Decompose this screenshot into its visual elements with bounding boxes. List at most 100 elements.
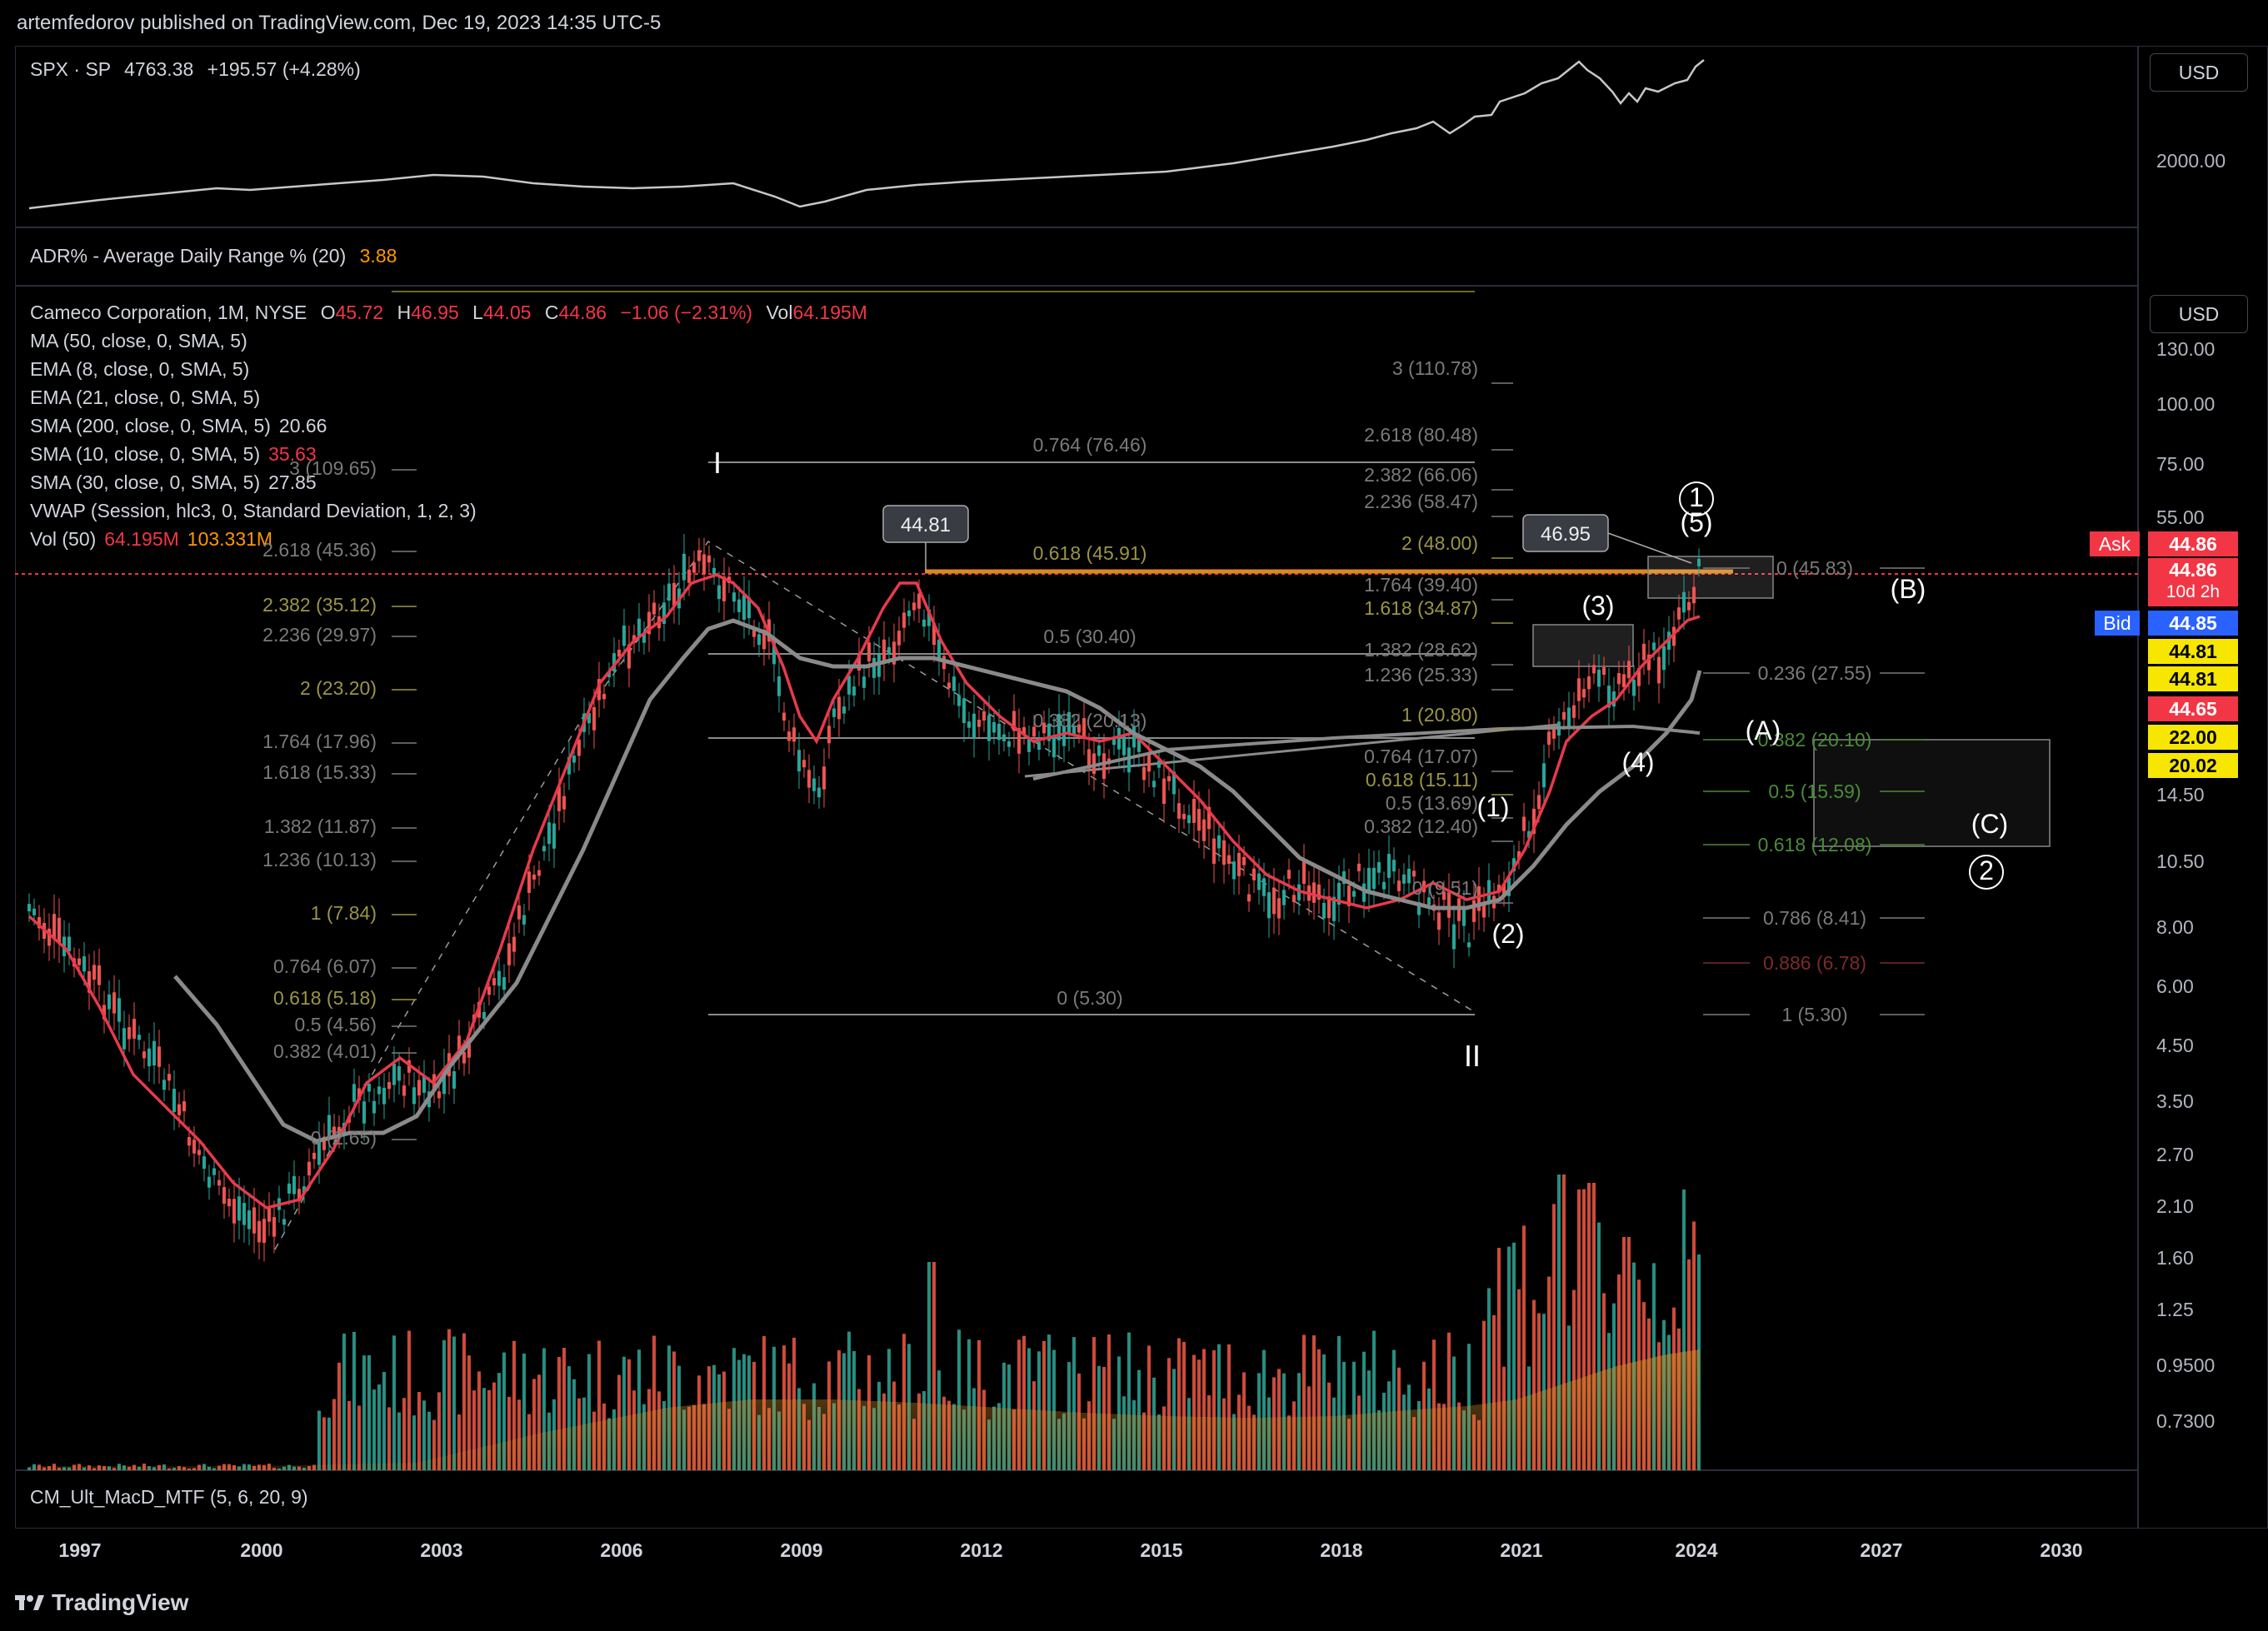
indicator-6[interactable]: VWAP (Session, hlc3, 0, Standard Deviati… [30, 500, 477, 522]
fib-right-label: 0.5 (13.69) [1386, 792, 1478, 814]
candle-body [382, 1087, 386, 1105]
volume-bar [1627, 1237, 1631, 1470]
indicator-3[interactable]: SMA (200, close, 0, SMA, 5) 20.66 [30, 415, 327, 437]
candle-body [1337, 882, 1341, 905]
candle-body [522, 915, 526, 925]
volume-bar [502, 1352, 506, 1470]
indicator-0[interactable]: MA (50, close, 0, SMA, 5) [30, 330, 247, 352]
spx-price-axis[interactable]: 2000.00 [2138, 46, 2263, 227]
volume-bar [1487, 1288, 1491, 1470]
indicator-2[interactable]: EMA (21, close, 0, SMA, 5) [30, 387, 260, 409]
spx-symbol[interactable]: SPX · SP [30, 58, 111, 80]
callout-46-95[interactable]: 46.95 [1522, 514, 1692, 564]
candle-body [672, 582, 676, 606]
volume-bar [967, 1339, 971, 1470]
price-tag: 44.86 10d 2h [2148, 558, 2238, 606]
candle-body [1102, 753, 1106, 780]
indicator-1[interactable]: EMA (8, close, 0, SMA, 5) [30, 358, 249, 381]
candle-body [682, 553, 686, 581]
volume-bar [1107, 1334, 1111, 1470]
candle-body [882, 639, 886, 663]
volume-bar [1587, 1183, 1591, 1470]
candle-body [67, 936, 71, 952]
candle-body [782, 712, 786, 721]
fib-left-label: 0.618 (5.18) [273, 987, 377, 1009]
candle-body [362, 1101, 366, 1124]
candle-body [777, 676, 781, 696]
wave-labels: III(1)(2)(3)(4)(5)(A)(B)(C)12 [713, 446, 2008, 1073]
candle-body [1397, 880, 1401, 891]
fib-mid-label: 0.5 (30.40) [1043, 626, 1136, 647]
spx-currency-button[interactable]: USD [2150, 53, 2248, 92]
adr-label[interactable]: ADR% - Average Daily Range % (20) [30, 245, 347, 267]
candle-body [1377, 861, 1381, 873]
candle-body [572, 756, 576, 763]
volume-bar [957, 1329, 961, 1470]
price-axis-label: 2.10 [2156, 1195, 2194, 1217]
fib-left-label: 2 (23.20) [300, 677, 377, 699]
price-tag-value: 44.85 [2148, 611, 2238, 636]
candle-body [1452, 924, 1456, 950]
candle-body [1512, 858, 1516, 871]
candle-body [1007, 741, 1011, 747]
volume-bar [977, 1339, 981, 1470]
main-price-axis[interactable]: 130.00 100.00 75.00 55.00 14.50 10.50 8.00 6.00… [2138, 286, 2263, 1470]
candle-body [842, 706, 846, 714]
candle-body [642, 632, 646, 643]
indicator-7[interactable]: Vol (50) 64.195M 103.331M [30, 528, 272, 551]
candle-body [1162, 778, 1166, 805]
candle-body [877, 654, 881, 677]
indicator-5[interactable]: SMA (30, close, 0, SMA, 5) 27.85 [30, 471, 317, 494]
main-title[interactable]: Cameco Corporation, 1M, NYSE [30, 302, 307, 323]
candle-body [262, 1219, 266, 1244]
price-candles [27, 533, 1701, 1262]
volume-bar [1592, 1183, 1596, 1470]
candle-body [1087, 749, 1091, 769]
candle-body [1472, 900, 1476, 922]
candle-body [37, 916, 41, 929]
candle-body [1447, 892, 1451, 918]
candle-body [922, 619, 926, 627]
volume-bar [327, 1417, 331, 1470]
candle-body [232, 1199, 236, 1224]
candle-body [1062, 726, 1066, 746]
volume-bar [587, 1354, 591, 1470]
candle-body [1092, 753, 1096, 775]
candle-body [667, 583, 671, 601]
indicator-4[interactable]: SMA (10, close, 0, SMA, 5) 35.63 [30, 443, 317, 466]
candle-body [172, 1089, 176, 1112]
volume-bar [1262, 1349, 1266, 1470]
volume-bar [1577, 1189, 1581, 1470]
candle-body [252, 1207, 256, 1234]
volume-bar [572, 1379, 576, 1470]
main-currency-button[interactable]: USD [2150, 295, 2248, 333]
candle-body [1627, 661, 1631, 679]
price-axis-label: 2.70 [2156, 1144, 2194, 1165]
candle-body [967, 721, 971, 728]
macd-legend[interactable]: CM_Ult_MacD_MTF (5, 6, 20, 9) [30, 1486, 308, 1508]
candle-body [537, 870, 541, 876]
volume-bar [332, 1399, 336, 1470]
candle-body [647, 611, 651, 635]
fib-labels: 3 (109.65) 2.618 (45.36) 2.382 (35.12) 2.23… [262, 357, 1925, 1149]
fib-left-label: 0 (2.65) [311, 1127, 377, 1149]
price-tag: 20.02 [2148, 753, 2238, 778]
candle-body [752, 630, 756, 637]
candle-body [1467, 942, 1471, 948]
volume-bar [1517, 1289, 1521, 1470]
volume-bar [1362, 1351, 1366, 1470]
fib-left-label: 1.618 (15.33) [262, 761, 377, 783]
volume-bar [1052, 1349, 1056, 1470]
candle-body [827, 726, 831, 744]
candle-body [377, 1086, 381, 1095]
candle-body [207, 1176, 211, 1188]
candle-body [1487, 880, 1491, 900]
price-tag: 44.81 [2148, 639, 2238, 664]
wave-circle-2 [1969, 855, 2004, 890]
ohlc-close: 44.86 [558, 302, 607, 323]
callout-44-81[interactable]: 44.81 [882, 505, 969, 570]
candle-body [747, 597, 751, 619]
candle-body [1287, 870, 1291, 879]
tradingview-watermark[interactable]: TradingView [15, 1589, 188, 1616]
